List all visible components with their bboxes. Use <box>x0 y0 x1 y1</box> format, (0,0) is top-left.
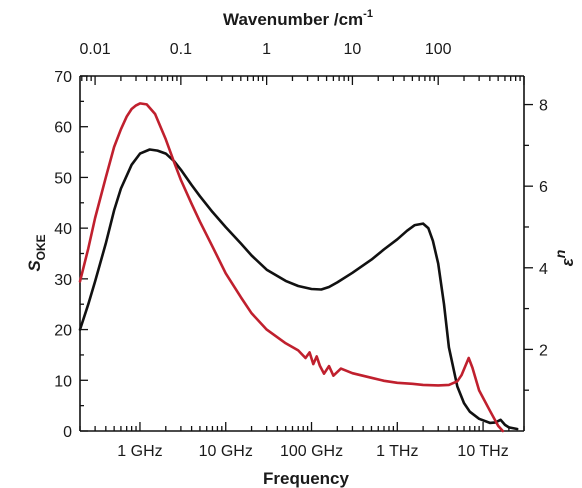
x-tick-label: 10 THz <box>457 443 508 460</box>
y-tick-label: 10 <box>54 373 72 390</box>
y2-tick-label: 2 <box>539 342 548 359</box>
y-tick-label: 40 <box>54 221 72 238</box>
y-tick-label: 50 <box>54 170 72 187</box>
top-axis-title: Wavenumber /cm-1 <box>223 8 373 29</box>
x-tick-label: 100 GHz <box>280 443 343 460</box>
series-line-1 <box>78 148 519 431</box>
top-x-tick-label: 100 <box>425 41 452 58</box>
left-axis-title-sub: OKE <box>34 234 48 260</box>
top-axis-title-sup: -1 <box>363 8 373 20</box>
tick-labels-layer: 0 10 20 30 40 50 60 70 2 4 6 8 1 GHz 10 GHz 100 GHz 1 T… <box>54 41 548 460</box>
x-tick-label: 1 THz <box>376 443 418 460</box>
top-x-tick-label: 10 <box>344 41 362 58</box>
ticks-layer <box>79 75 533 432</box>
top-x-tick-label: 0.1 <box>170 41 192 58</box>
series-line-2 <box>78 102 505 433</box>
x-tick-label: 10 GHz <box>199 443 253 460</box>
bottom-axis-title: Frequency <box>263 469 350 488</box>
y2-tick-label: 4 <box>539 261 548 278</box>
left-axis-title-main: S <box>25 260 44 272</box>
y-tick-label: 20 <box>54 323 72 340</box>
y-tick-label: 30 <box>54 272 72 289</box>
top-axis-title-text: Wavenumber /cm <box>223 10 363 29</box>
y-tick-label: 70 <box>54 69 72 86</box>
top-x-tick-label: 0.01 <box>80 41 111 58</box>
y2-tick-label: 8 <box>539 98 548 115</box>
y2-tick-label: 6 <box>539 179 548 196</box>
x-tick-label: 1 GHz <box>117 443 162 460</box>
right-axis-title-main: ε <box>558 257 577 266</box>
left-axis-title: SOKE <box>25 234 48 271</box>
y-tick-label: 0 <box>63 424 72 441</box>
y-tick-label: 60 <box>54 120 72 137</box>
right-axis-title: εn <box>552 250 577 267</box>
top-x-tick-label: 1 <box>262 41 271 58</box>
series-layer <box>78 102 519 433</box>
right-axis-title-sup: n <box>552 250 568 259</box>
